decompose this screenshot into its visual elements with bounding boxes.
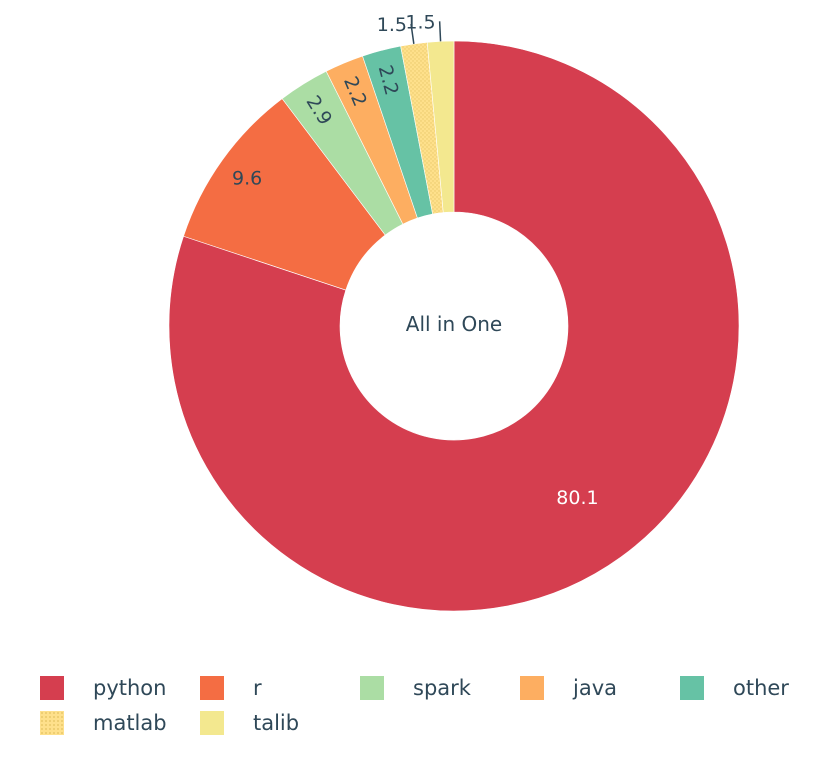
legend-label-talib: talib <box>253 711 300 735</box>
legend-label-python: python <box>93 676 167 700</box>
legend-swatch-java <box>520 676 544 700</box>
value-label-talib: 1.5 <box>405 11 435 33</box>
legend-label-r: r <box>253 676 262 700</box>
legend-swatch-other <box>680 676 704 700</box>
slice-talib[interactable] <box>426 40 455 213</box>
legend-swatch-talib <box>200 711 224 735</box>
legend-item-python[interactable]: python <box>40 676 200 700</box>
legend-item-spark[interactable]: spark <box>360 676 520 700</box>
center-label: All in One <box>406 312 502 336</box>
legend-item-talib[interactable]: talib <box>200 711 360 735</box>
value-label-matlab: 1.5 <box>377 14 407 36</box>
legend: python r spark java other matlab talib <box>40 676 810 735</box>
value-label-r: 9.6 <box>232 168 262 190</box>
donut-chart: 80.19.62.92.2 2.21.51.5 All in One <box>168 11 740 612</box>
legend-label-java: java <box>573 676 617 700</box>
legend-item-other[interactable]: other <box>680 676 821 700</box>
legend-item-r[interactable]: r <box>200 676 360 700</box>
leader-line-talib <box>438 21 442 42</box>
legend-swatch-spark <box>360 676 384 700</box>
legend-swatch-python <box>40 676 64 700</box>
slices-layer <box>168 40 740 612</box>
leader-line-matlab <box>410 23 415 44</box>
legend-label-matlab: matlab <box>93 711 167 735</box>
legend-item-matlab[interactable]: matlab <box>40 711 200 735</box>
value-label-python: 80.1 <box>556 487 598 509</box>
legend-swatch-matlab <box>40 711 64 735</box>
legend-label-spark: spark <box>413 676 471 700</box>
legend-swatch-r <box>200 676 224 700</box>
slice-python[interactable] <box>168 40 740 612</box>
slice-r[interactable] <box>183 98 386 291</box>
legend-item-java[interactable]: java <box>520 676 680 700</box>
legend-label-other: other <box>733 676 789 700</box>
